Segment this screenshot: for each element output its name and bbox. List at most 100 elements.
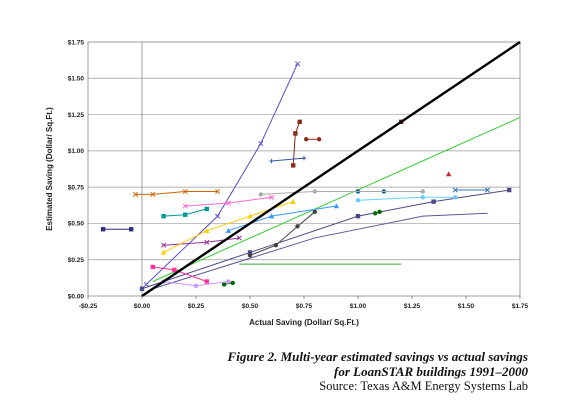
data-point: [150, 264, 155, 270]
series-line: [152, 212, 488, 290]
series-line: [145, 63, 298, 285]
data-series: [100, 227, 134, 232]
data-point: [193, 283, 199, 289]
data-point: [301, 155, 307, 161]
data-series: [152, 212, 488, 290]
y-tick-label: $0.75: [68, 184, 85, 191]
data-point: [258, 192, 263, 197]
data-series: [269, 155, 307, 164]
y-tick-label: $0.50: [68, 221, 85, 228]
plot-area: [87, 41, 521, 297]
data-point: [290, 198, 296, 204]
data-point: [236, 235, 242, 241]
y-tick-label: $1.75: [68, 39, 85, 46]
data-point: [420, 189, 425, 194]
data-series: [225, 203, 340, 233]
y-axis-title: Estimated Saving (Dollar/ Sq.Ft.): [45, 107, 54, 231]
x-tick-label: $0.00: [134, 303, 151, 310]
data-point: [215, 213, 221, 219]
caption-source: Source: Texas A&M Energy Systems Lab: [319, 379, 528, 393]
y-tick-label: $1.00: [68, 148, 85, 155]
data-point: [273, 243, 279, 248]
data-point: [303, 137, 309, 142]
data-point: [160, 249, 167, 255]
series-line: [135, 190, 218, 195]
data-point: [452, 187, 458, 193]
data-point: [355, 213, 361, 219]
data-point: [312, 209, 317, 215]
data-point: [143, 281, 149, 287]
data-series: [132, 188, 221, 197]
x-tick-label: $1.75: [512, 303, 529, 310]
caption-line-1: Figure 2. Multi-year estimated savings v…: [227, 349, 528, 364]
data-point: [132, 191, 139, 197]
data-point: [373, 211, 378, 216]
data-point: [182, 203, 188, 209]
data-point: [269, 194, 275, 200]
data-series: [150, 264, 209, 284]
y-tick-label: $1.25: [68, 112, 85, 119]
data-series: [355, 195, 458, 203]
data-point: [204, 206, 209, 212]
data-point: [215, 188, 221, 195]
data-point: [161, 242, 167, 248]
data-series: [247, 209, 317, 258]
data-point: [291, 163, 296, 168]
data-point: [182, 188, 188, 195]
x-tick-label: $1.25: [404, 303, 421, 310]
data-point: [230, 280, 235, 286]
data-point: [485, 187, 491, 193]
data-point: [100, 227, 106, 232]
data-point: [204, 239, 210, 245]
data-point: [295, 224, 300, 229]
data-series: [452, 187, 491, 193]
y-tick-labels: $0.00 $0.25 $0.50 $0.75 $1.00 $1.25 $1.50 $1.75: [68, 39, 85, 300]
data-point: [453, 195, 458, 200]
series-line: [152, 117, 521, 282]
data-point: [294, 61, 301, 67]
one-to-one-line: [141, 41, 521, 297]
x-tick-label: $0.75: [296, 303, 313, 310]
data-point: [355, 198, 361, 203]
data-series: [139, 187, 512, 291]
data-point: [221, 282, 227, 287]
x-tick-label: $0.25: [188, 303, 205, 310]
data-point: [225, 200, 231, 206]
data-series: [143, 61, 301, 287]
data-series: [373, 209, 382, 216]
data-point: [297, 119, 302, 125]
data-point: [204, 227, 210, 233]
series-line: [271, 157, 305, 162]
data-point: [129, 227, 134, 232]
data-point: [446, 171, 452, 177]
data-point: [150, 191, 156, 197]
x-tick-labels: -$0.25 $0.00 $0.25 $0.50 $0.75 $1.00 $1.25 $1.5…: [79, 296, 529, 310]
data-point: [377, 209, 382, 215]
data-point: [268, 213, 275, 219]
data-series: [258, 189, 425, 197]
x-axis-title: Actual Saving (Dollar/ Sq.Ft.): [249, 318, 359, 327]
data-series: [152, 117, 521, 282]
x-tick-label: -$0.25: [79, 303, 98, 310]
data-point: [139, 286, 145, 291]
scatter-chart: -$0.25 $0.00 $0.25 $0.50 $0.75 $1.00 $1.25 $1.5…: [45, 39, 529, 327]
x-tick-label: $1.00: [350, 303, 367, 310]
data-series: [182, 194, 275, 209]
data-point: [247, 213, 253, 219]
y-tick-label: $1.50: [68, 76, 85, 83]
data-point: [293, 131, 298, 136]
data-point: [247, 250, 253, 255]
data-point: [420, 195, 425, 200]
data-point: [269, 158, 274, 164]
reference-line: [141, 41, 521, 297]
data-series: [161, 206, 209, 219]
data-point: [507, 187, 512, 193]
data-series: [303, 137, 322, 142]
data-point: [247, 253, 253, 258]
data-point: [183, 212, 188, 217]
figure-caption: Figure 2. Multi-year estimated savings v…: [228, 349, 528, 394]
data-series: [161, 235, 242, 248]
data-point: [226, 279, 231, 284]
data-point: [161, 213, 166, 219]
data-point: [431, 199, 436, 204]
